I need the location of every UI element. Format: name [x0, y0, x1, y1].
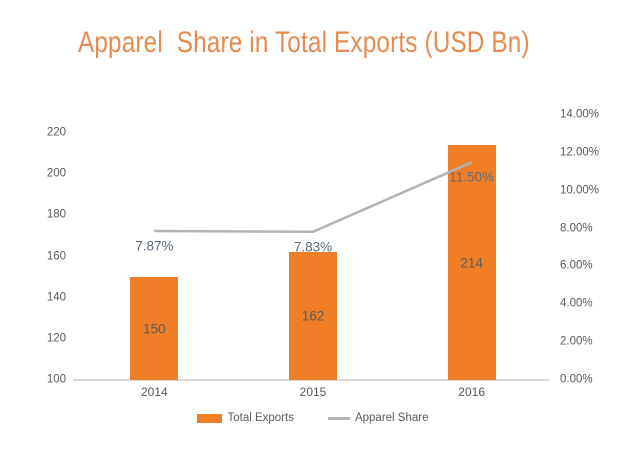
legend-label-total-exports: Total Exports — [227, 412, 294, 424]
bar-value-label: 150 — [143, 320, 166, 336]
y-axis-right-tick-label: 0.00% — [560, 373, 593, 386]
y-axis-right-tick-label: 8.00% — [560, 221, 593, 234]
line-point-label: 7.83% — [293, 239, 333, 255]
y-axis-left-tick-label: 100 — [46, 373, 66, 386]
bar-total-exports — [130, 277, 179, 380]
y-axis-left-tick-label: 180 — [46, 208, 66, 221]
x-axis-category-label: 2016 — [458, 385, 486, 399]
y-axis-left-tick-label: 200 — [46, 167, 66, 180]
y-axis-left-tick-label: 160 — [46, 249, 66, 262]
y-axis-right-tick-label: 12.00% — [560, 146, 600, 159]
x-axis-category-label: 2015 — [299, 385, 327, 399]
y-axis-left-tick-label: 120 — [46, 332, 66, 345]
y-axis-right-tick-label: 14.00% — [560, 108, 600, 121]
line-point-label: 7.87% — [135, 238, 174, 254]
y-axis-left-tick-label: 220 — [46, 126, 66, 139]
y-axis-left-tick-label: 140 — [46, 290, 66, 303]
x-axis-category-label: 2014 — [140, 385, 168, 399]
y-axis-right-tick-label: 4.00% — [560, 297, 593, 310]
y-axis-right-tick-label: 6.00% — [560, 259, 593, 272]
legend-label-apparel-share: Apparel Share — [354, 412, 429, 424]
bar-value-label: 162 — [301, 308, 325, 324]
legend-item-apparel-share: Apparel Share — [327, 412, 429, 424]
line-point-label: 11.50% — [449, 169, 495, 185]
bar-swatch-icon — [197, 413, 223, 423]
bar-value-label: 214 — [460, 254, 483, 270]
chart-title: Apparel Share in Total Exports (USD Bn) — [78, 26, 530, 59]
legend-item-total-exports: Total Exports — [197, 412, 294, 424]
y-axis-right-tick-label: 2.00% — [560, 335, 593, 348]
line-swatch-icon — [327, 416, 350, 420]
y-axis-right-tick-label: 10.00% — [560, 183, 600, 196]
bar-total-exports — [289, 252, 337, 380]
legend: Total Exports Apparel Share — [75, 408, 551, 428]
apparel-share-line-path — [154, 161, 473, 234]
